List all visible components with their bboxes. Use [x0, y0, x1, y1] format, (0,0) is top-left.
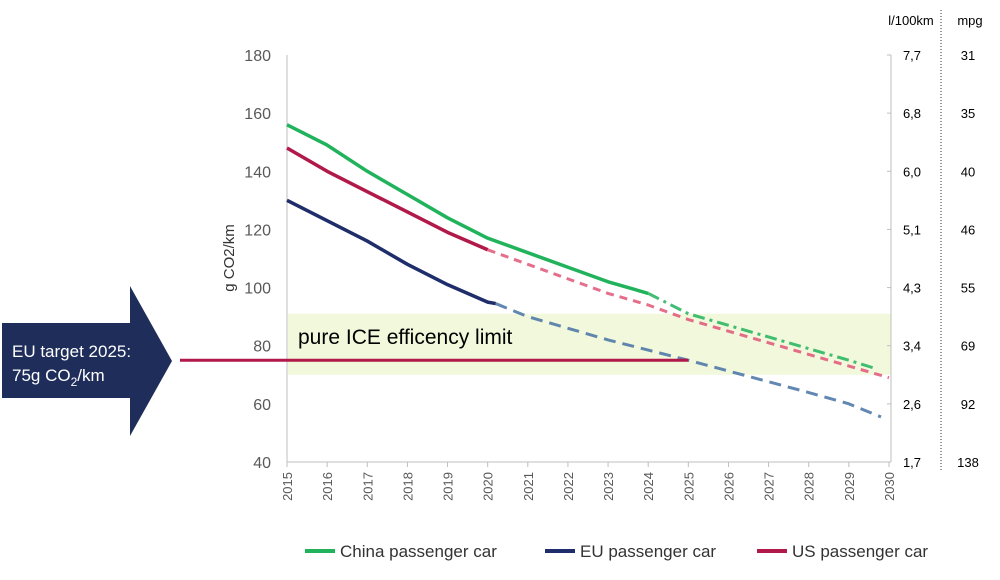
- mpg-tick-label: 69: [961, 339, 975, 354]
- l100km-tick-label: 2,6: [903, 397, 921, 412]
- y-tick-label: 100: [244, 281, 271, 298]
- x-tick-label: 2026: [721, 472, 736, 501]
- x-tick-label: 2027: [762, 472, 777, 501]
- l100km-tick-label: 6,8: [903, 106, 921, 121]
- l100km-tick-label: 7,7: [903, 48, 921, 63]
- x-tick-label: 2022: [561, 472, 576, 501]
- x-tick-label: 2023: [601, 472, 616, 501]
- mpg-tick-label: 92: [961, 397, 975, 412]
- y-tick-label: 180: [244, 48, 271, 65]
- mpg-tick-labels: 138 92 69 55 46 40 35 31: [957, 48, 979, 470]
- l100km-tick-label: 6,0: [903, 164, 921, 179]
- mpg-tick-label: 138: [957, 455, 979, 470]
- legend: China passenger car EU passenger car US pa…: [305, 542, 928, 561]
- x-tick-label: 2015: [280, 472, 295, 501]
- x-tick-label: 2030: [882, 472, 897, 501]
- x-tick-label: 2020: [481, 472, 496, 501]
- l100km-header: l/100km: [888, 13, 934, 28]
- x-tick-label: 2024: [641, 472, 656, 501]
- x-tick-label: 2021: [521, 472, 536, 501]
- l100km-tick-label: 3,4: [903, 339, 921, 354]
- y-tick-label: 120: [244, 222, 271, 239]
- series-line: [286, 198, 497, 306]
- x-tick-label: 2019: [441, 472, 456, 501]
- y-tick-labels: 40 60 80 100 120 140 160 180: [244, 48, 891, 472]
- x-tick-label: 2025: [681, 472, 696, 501]
- eu-target-arrow: EU target 2025: 75g CO2/km: [2, 286, 172, 436]
- y-tick-label: 60: [253, 397, 271, 414]
- y-tick-label: 160: [244, 106, 271, 123]
- y-tick-label: 40: [253, 455, 271, 472]
- mpg-tick-label: 40: [961, 164, 975, 179]
- mpg-tick-label: 31: [961, 48, 975, 63]
- y-tick-label: 80: [253, 339, 271, 356]
- mpg-header: mpg: [957, 13, 982, 28]
- x-tick-label: 2016: [320, 472, 335, 501]
- l100km-tick-label: 5,1: [903, 222, 921, 237]
- x-tick-labels: 2015 2016 2017 2018 2019 2020 2021 2022 2023 2024…: [280, 462, 897, 501]
- arrow-shape: [2, 286, 172, 436]
- legend-label: China passenger car: [340, 542, 497, 561]
- mpg-tick-label: 46: [961, 222, 975, 237]
- mpg-tick-label: 35: [961, 106, 975, 121]
- arrow-line2: 75g CO2/km: [12, 366, 105, 389]
- x-tick-label: 2017: [360, 472, 375, 501]
- x-tick-label: 2018: [400, 472, 415, 501]
- y-tick-label: 140: [244, 164, 271, 181]
- band-label: pure ICE efficency limit: [298, 326, 513, 349]
- mpg-tick-label: 55: [961, 281, 975, 296]
- l100km-tick-label: 1,7: [903, 455, 921, 470]
- l100km-tick-label: 4,3: [903, 281, 921, 296]
- series-projection-line: [487, 248, 890, 380]
- x-tick-label: 2028: [802, 472, 817, 501]
- series-projection-line: [647, 292, 878, 371]
- arrow-line1: EU target 2025:: [12, 342, 131, 361]
- series-line: [286, 146, 489, 252]
- legend-label: US passenger car: [792, 542, 928, 561]
- y-axis-title: g CO2/km: [221, 224, 238, 292]
- legend-label: EU passenger car: [580, 542, 716, 561]
- x-tick-label: 2029: [842, 472, 857, 501]
- series-line: [286, 123, 649, 296]
- l100km-tick-labels: 1,7 2,6 3,4 4,3 5,1 6,0 6,8 7,7: [903, 48, 921, 470]
